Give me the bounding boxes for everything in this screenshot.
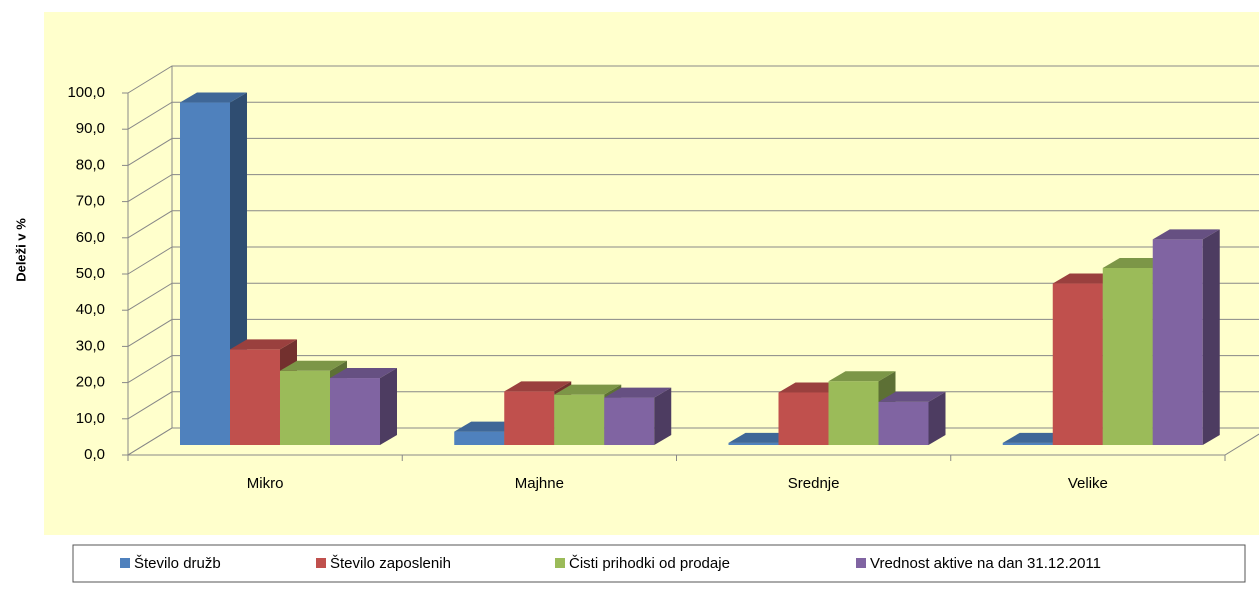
bar-top — [828, 371, 896, 382]
bar-top — [1152, 229, 1220, 240]
bar — [504, 391, 555, 445]
bar — [330, 378, 380, 445]
legend-swatch — [555, 558, 565, 568]
y-tick-label: 30,0 — [76, 337, 105, 354]
bar-side — [928, 391, 946, 445]
grid-line — [127, 282, 1259, 311]
y-tick-label: 60,0 — [76, 229, 105, 246]
y-tick-label: 10,0 — [76, 410, 105, 427]
grid-line — [127, 101, 1259, 130]
bar-top — [280, 360, 347, 371]
grid-line — [127, 318, 1259, 347]
bar-side — [654, 387, 672, 445]
bar-top — [604, 387, 672, 398]
legend-swatch — [316, 558, 326, 568]
legend-label: Vrednost aktive na dan 31.12.2011 — [870, 555, 1101, 572]
y-tick-label: 90,0 — [76, 120, 105, 137]
bar — [1052, 283, 1103, 445]
bar-top — [504, 381, 572, 392]
legend-label: Čisti prihodki od prodaje — [569, 555, 730, 572]
bar — [280, 370, 330, 445]
y-tick-label: 20,0 — [76, 374, 105, 391]
legend-label: Število zaposlenih — [330, 555, 451, 572]
grid-line — [127, 210, 1259, 239]
x-tick-label: Srednje — [788, 475, 840, 492]
y-tick-label: 50,0 — [76, 265, 105, 282]
y-tick-label: 40,0 — [76, 301, 105, 318]
grid-line — [127, 246, 1259, 275]
bar — [778, 392, 829, 445]
bar — [454, 431, 505, 445]
x-tick-label: Mikro — [247, 475, 284, 492]
bar — [1002, 442, 1053, 445]
grid-line — [127, 355, 1259, 384]
bar — [230, 349, 280, 445]
grid-line — [127, 137, 1259, 166]
bar — [828, 381, 879, 445]
bar — [554, 394, 605, 445]
bar — [728, 442, 779, 445]
legend-swatch — [120, 558, 130, 568]
grid-line — [127, 391, 1259, 420]
bar-top — [878, 391, 946, 402]
legend — [72, 544, 1246, 583]
bar — [604, 397, 655, 445]
bar — [878, 401, 929, 445]
legend-swatch — [856, 558, 866, 568]
bar — [1152, 239, 1203, 445]
bar — [1102, 267, 1153, 445]
bar-top — [180, 92, 247, 103]
y-tick-label: 70,0 — [76, 193, 105, 210]
y-tick-label: 80,0 — [76, 156, 105, 173]
y-axis-title: Deleži v % — [13, 218, 28, 282]
bar-top — [554, 384, 622, 395]
grid-line — [127, 174, 1259, 203]
bar — [180, 102, 230, 445]
bar-top — [230, 339, 297, 350]
legend-label: Število družb — [134, 555, 221, 572]
y-tick-label: 0,0 — [84, 446, 105, 463]
bar-side — [1202, 229, 1220, 445]
y-tick-label: 100,0 — [67, 84, 105, 101]
bar-side — [380, 368, 397, 445]
grid-line — [127, 65, 1259, 94]
bar-top — [330, 368, 397, 379]
x-tick-label: Velike — [1068, 475, 1108, 492]
x-tick-label: Majhne — [515, 475, 564, 492]
